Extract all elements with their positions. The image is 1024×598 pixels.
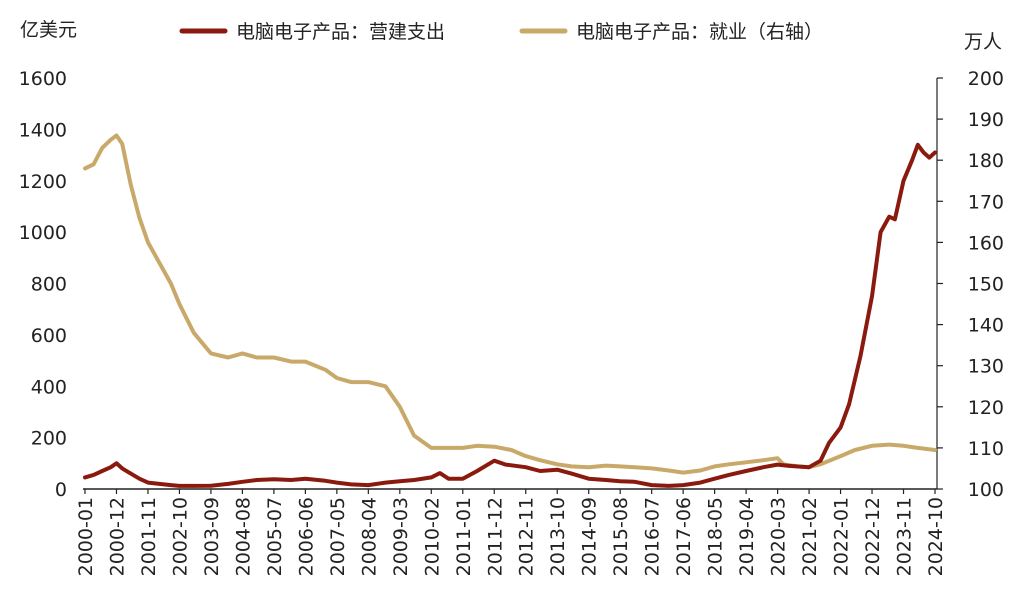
- left-tick-label: 0: [55, 479, 67, 501]
- x-tick-label: 2023-11: [894, 497, 916, 576]
- left-axis-ticks: 0 200 400 600 800 1000 1200 1400 1600: [19, 68, 67, 501]
- x-tick-label: 2019-04: [736, 497, 758, 576]
- x-tick-label: 2012-11: [516, 497, 538, 576]
- right-axis-ticks: 100 110 120 130 140 150 160 170 180 190 200: [937, 68, 1004, 501]
- right-axis-label: 万人: [964, 31, 1002, 53]
- x-tick-label: 2002-10: [169, 497, 191, 576]
- x-tick-label: 2000-01: [75, 497, 97, 576]
- left-axis-label: 亿美元: [20, 19, 77, 41]
- x-tick-label: 2022-12: [862, 497, 884, 576]
- x-tick-label: 2018-05: [705, 497, 727, 576]
- x-tick-label: 2011-01: [453, 497, 475, 576]
- x-tick-label: 2011-12: [484, 497, 506, 576]
- x-tick-label: 2005-07: [264, 497, 286, 576]
- x-tick-label: 2000-12: [106, 497, 128, 576]
- legend-label-construction: 电脑电子产品：营建支出: [236, 21, 445, 43]
- left-tick-label: 1200: [19, 171, 67, 193]
- right-tick-label: 140: [968, 315, 1004, 337]
- left-tick-label: 600: [31, 325, 67, 347]
- x-tick-label: 2010-02: [421, 497, 443, 576]
- series-line-employment: [83, 133, 937, 475]
- right-tick-label: 170: [968, 191, 1004, 213]
- left-tick-label: 800: [31, 274, 67, 296]
- legend: 电脑电子产品：营建支出 电脑电子产品：就业（右轴）: [179, 21, 823, 43]
- x-tick-label: 2007-05: [327, 497, 349, 576]
- x-tick-label: 2013-10: [547, 497, 569, 576]
- left-tick-label: 200: [31, 428, 67, 450]
- left-tick-label: 1400: [19, 119, 67, 141]
- x-tick-label: 2006-06: [295, 497, 317, 576]
- x-tick-label: 2021-02: [799, 497, 821, 576]
- x-tick-label: 2009-03: [390, 497, 412, 576]
- x-tick-label: 2004-08: [232, 497, 254, 576]
- legend-label-employment: 电脑电子产品：就业（右轴）: [576, 21, 823, 43]
- x-tick-label: 2017-06: [673, 497, 695, 576]
- x-tick-label: 2008-04: [358, 497, 380, 576]
- right-tick-label: 180: [968, 150, 1004, 172]
- x-tick-label: 2020-03: [768, 497, 790, 576]
- x-tick-label: 2022-01: [831, 497, 853, 576]
- right-tick-label: 200: [968, 68, 1004, 90]
- left-tick-label: 1600: [19, 68, 67, 90]
- right-tick-label: 120: [968, 397, 1004, 419]
- left-tick-label: 1000: [19, 222, 67, 244]
- x-tick-label: 2003-09: [201, 497, 223, 576]
- left-tick-label: 400: [31, 376, 67, 398]
- x-tick-label: 2015-08: [610, 497, 632, 576]
- right-tick-label: 150: [968, 274, 1004, 296]
- right-tick-label: 130: [968, 356, 1004, 378]
- right-tick-label: 110: [968, 438, 1004, 460]
- x-tick-label: 2016-07: [642, 497, 664, 576]
- x-tick-label: 2014-09: [579, 497, 601, 576]
- series-line-construction: [83, 142, 937, 488]
- x-axis-ticks: 2000-01 2000-12 2001-11 2002-10 2003-09 2004-…: [75, 489, 947, 576]
- x-tick-label: 2001-11: [138, 497, 160, 576]
- right-tick-label: 190: [968, 109, 1004, 131]
- right-tick-label: 100: [968, 479, 1004, 501]
- x-tick-label: 2024-10: [925, 497, 947, 576]
- right-tick-label: 160: [968, 232, 1004, 254]
- series-layer: [83, 133, 937, 488]
